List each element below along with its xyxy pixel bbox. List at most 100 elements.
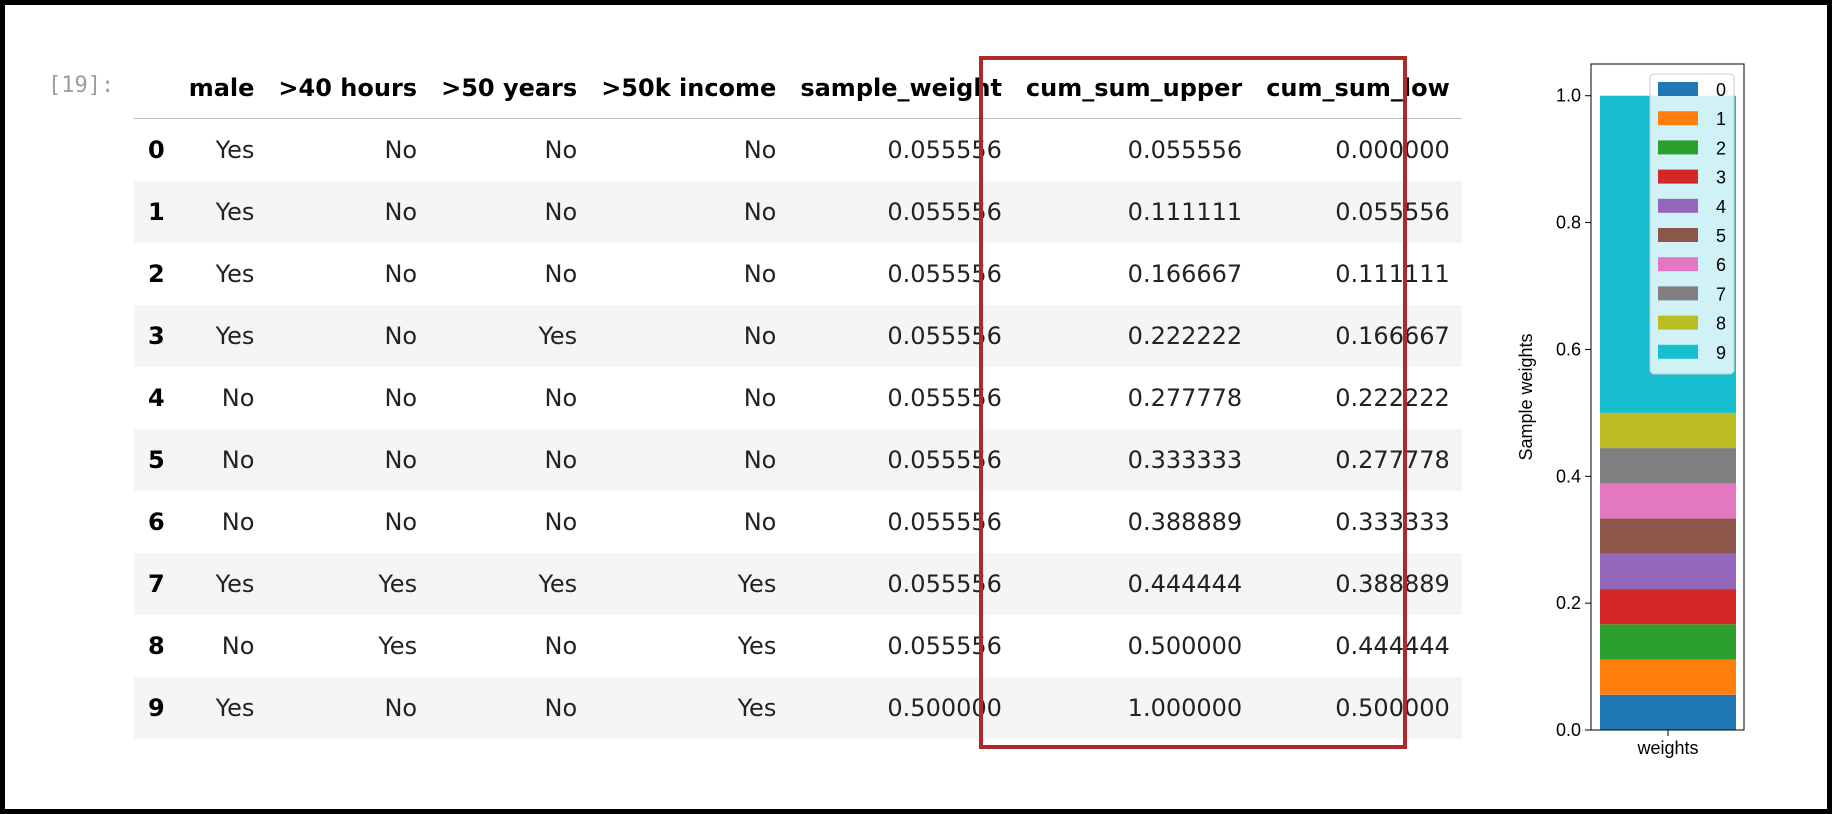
table-cell: No xyxy=(544,136,578,164)
table-row: 9 Yes No No Yes 0.500000 1.000000 0.500000 xyxy=(134,677,1462,739)
legend-label-4: 4 xyxy=(1716,197,1726,217)
row-index: 6 xyxy=(148,508,165,536)
legend-label-7: 7 xyxy=(1716,284,1726,304)
table-cell: Yes xyxy=(215,694,255,722)
table-cell: No xyxy=(743,384,777,412)
y-tick-label: 1.0 xyxy=(1556,86,1581,106)
table-cell: Yes xyxy=(737,632,777,660)
row-index: 8 xyxy=(148,632,165,660)
index-header xyxy=(134,58,177,119)
bar-segment-6 xyxy=(1600,483,1736,519)
table-cell: 0.000000 xyxy=(1335,136,1450,164)
bar-segment-3 xyxy=(1600,589,1736,625)
table-cell: Yes xyxy=(215,260,255,288)
table-cell: 0.500000 xyxy=(1127,632,1243,660)
table-cell: No xyxy=(544,446,578,474)
row-index: 3 xyxy=(148,322,165,350)
column-header-cum-sum-low: cum_sum_low xyxy=(1254,58,1462,119)
column-header-sample-weight: sample_weight xyxy=(788,58,1014,119)
legend-label-3: 3 xyxy=(1716,168,1726,188)
table-cell: No xyxy=(743,508,777,536)
table-cell: 0.333333 xyxy=(1127,446,1243,474)
table-cell: Yes xyxy=(215,570,255,598)
table-cell: 0.388889 xyxy=(1127,508,1243,536)
row-index: 5 xyxy=(148,446,165,474)
bar-segment-8 xyxy=(1600,412,1736,449)
table-cell: Yes xyxy=(378,570,418,598)
table-cell: No xyxy=(743,446,777,474)
legend-swatch-9 xyxy=(1658,344,1698,359)
table-cell: No xyxy=(384,322,418,350)
column-header-cum-sum-upper: cum_sum_upper xyxy=(1013,58,1255,119)
legend-label-6: 6 xyxy=(1716,255,1726,275)
table-cell: No xyxy=(544,384,578,412)
table-cell: 0.055556 xyxy=(887,198,1002,226)
row-index: 9 xyxy=(148,694,165,722)
row-index: 7 xyxy=(148,570,165,598)
table-cell: No xyxy=(221,632,255,660)
table-cell: No xyxy=(384,508,418,536)
table-cell: No xyxy=(384,136,418,164)
table-cell: No xyxy=(544,632,578,660)
table-cell: No xyxy=(384,384,418,412)
table-cell: No xyxy=(384,198,418,226)
table-cell: No xyxy=(743,260,777,288)
y-tick-label: 0.4 xyxy=(1556,466,1581,486)
legend-swatch-7 xyxy=(1658,286,1698,301)
legend-label-5: 5 xyxy=(1716,226,1726,246)
table-row: 3 Yes No Yes No 0.055556 0.222222 0.166667 xyxy=(134,305,1462,367)
column-header-40-hours: >40 hours xyxy=(266,58,430,119)
bar-segment-5 xyxy=(1600,518,1736,554)
bar-segment-7 xyxy=(1600,448,1736,484)
table-cell: Yes xyxy=(538,570,578,598)
table-cell: 0.055556 xyxy=(887,136,1002,164)
table-cell: 0.111111 xyxy=(1127,198,1243,226)
legend-label-0: 0 xyxy=(1716,80,1726,100)
table-cell: 0.333333 xyxy=(1335,508,1450,536)
y-tick-label: 0.6 xyxy=(1556,339,1581,359)
legend-swatch-1 xyxy=(1658,111,1698,126)
bar-segment-2 xyxy=(1600,624,1736,660)
table-cell: 0.055556 xyxy=(887,570,1002,598)
bar-segment-4 xyxy=(1600,553,1736,590)
table-cell: 0.277778 xyxy=(1335,446,1450,474)
chart-svg: 0.0 0.2 0.4 0.6 0.8 1.0 weights Sample weights 0… xyxy=(1516,63,1745,758)
column-header-male: male xyxy=(176,58,267,119)
table-cell: 0.500000 xyxy=(887,694,1002,722)
table-cell: No xyxy=(743,198,777,226)
y-tick-label: 0.8 xyxy=(1556,213,1581,233)
table-cell: 0.277778 xyxy=(1127,384,1243,412)
table-row: 7 Yes Yes Yes Yes 0.055556 0.444444 0.388889 xyxy=(134,553,1462,615)
legend-swatch-0 xyxy=(1658,82,1698,96)
table-cell: Yes xyxy=(215,136,255,164)
table-cell: 1.000000 xyxy=(1127,694,1243,722)
y-axis-label: Sample weights xyxy=(1516,333,1536,460)
table-cell: 0.166667 xyxy=(1335,322,1450,350)
row-index: 4 xyxy=(148,384,165,412)
table-cell: 0.444444 xyxy=(1127,570,1243,598)
legend-label-1: 1 xyxy=(1716,109,1726,129)
table-cell: 0.055556 xyxy=(1335,198,1450,226)
table-cell: 0.444444 xyxy=(1335,632,1450,660)
table-cell: 0.055556 xyxy=(887,322,1002,350)
table-row: 2 Yes No No No 0.055556 0.166667 0.111111 xyxy=(134,243,1462,305)
stacked-bar-chart: 0.0 0.2 0.4 0.6 0.8 1.0 weights Sample weights 0… xyxy=(1510,40,1810,780)
table-cell: No xyxy=(743,136,777,164)
y-tick-label: 0.2 xyxy=(1556,593,1581,613)
table-cell: Yes xyxy=(737,694,777,722)
legend-swatch-2 xyxy=(1658,140,1698,155)
table-cell: Yes xyxy=(737,570,777,598)
row-index: 2 xyxy=(148,260,165,288)
bar-segment-1 xyxy=(1600,659,1736,695)
table-cell: No xyxy=(544,198,578,226)
legend-label-9: 9 xyxy=(1716,343,1726,363)
table-cell: No xyxy=(221,508,255,536)
column-header-50k-income: >50k income xyxy=(589,58,789,119)
table-cell: Yes xyxy=(215,322,255,350)
table-cell: 0.055556 xyxy=(887,384,1002,412)
table-cell: No xyxy=(544,508,578,536)
table-row: 0 Yes No No No 0.055556 0.055556 0.000000 xyxy=(134,119,1462,182)
table-cell: 0.055556 xyxy=(1127,136,1243,164)
table-cell: No xyxy=(384,694,418,722)
table-cell: 0.222222 xyxy=(1127,322,1243,350)
